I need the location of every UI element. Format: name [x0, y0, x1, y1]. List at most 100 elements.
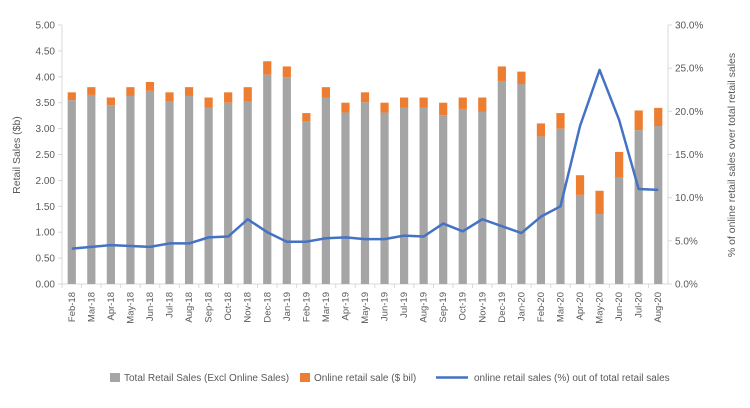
legend-swatch-total [110, 373, 120, 382]
bar-online-retail [341, 103, 349, 113]
bar-online-retail [68, 92, 76, 100]
bar-online-retail [420, 98, 428, 108]
bar-online-retail [439, 103, 447, 115]
bar-total-retail [205, 108, 213, 284]
bar-online-retail [263, 61, 271, 74]
x-tick-label: Jun-20 [614, 292, 625, 321]
x-tick-label: Jan-19 [282, 292, 293, 321]
bar-total-retail [341, 113, 349, 284]
bar-online-retail [537, 123, 545, 136]
x-tick-label: Dec-19 [497, 292, 508, 323]
x-tick-label: Dec-18 [262, 292, 273, 323]
y2-tick-label: 5.0% [675, 236, 698, 247]
bar-total-retail [165, 102, 173, 284]
bar-total-retail [439, 115, 447, 284]
bar-total-retail [185, 96, 193, 284]
bar-total-retail [126, 96, 134, 284]
bar-online-retail [361, 92, 369, 102]
legend-label-total: Total Retail Sales (Excl Online Sales) [124, 373, 289, 384]
bar-total-retail [615, 178, 623, 284]
bar-total-retail [68, 100, 76, 284]
y-tick-label: 0.50 [36, 254, 56, 265]
bar-total-retail [361, 102, 369, 284]
bar-online-retail [498, 66, 506, 81]
bar-online-retail [635, 110, 643, 130]
y2-tick-label: 30.0% [675, 21, 703, 32]
bar-total-retail [322, 98, 330, 284]
legend-swatch-online [300, 373, 310, 382]
y-tick-label: 1.00 [36, 228, 56, 239]
bar-total-retail [537, 136, 545, 284]
bar-total-retail [302, 121, 310, 284]
bar-total-retail [107, 105, 115, 284]
x-tick-label: Jun-19 [380, 292, 391, 321]
bar-total-retail [283, 77, 291, 284]
x-tick-label: Jun-18 [145, 292, 156, 321]
x-tick-label: Mar-19 [321, 292, 332, 322]
bar-online-retail [165, 92, 173, 101]
x-tick-label: Nov-19 [477, 292, 488, 323]
x-tick-label: Sep-19 [438, 292, 449, 323]
x-tick-label: Oct-19 [458, 292, 469, 321]
y-tick-label: 2.50 [36, 150, 56, 161]
y2-tick-label: 10.0% [675, 193, 703, 204]
x-tick-label: Mar-18 [86, 292, 97, 322]
bar-total-retail [498, 81, 506, 284]
y-tick-label: 5.00 [36, 21, 56, 32]
bar-online-retail [224, 92, 232, 102]
bar-online-retail [244, 87, 252, 102]
bar-online-retail [302, 113, 310, 121]
bar-online-retail [322, 87, 330, 97]
y2-tick-label: 25.0% [675, 64, 703, 75]
x-tick-label: Jan-20 [516, 292, 527, 321]
bar-online-retail [283, 66, 291, 77]
bar-total-retail [263, 75, 271, 284]
x-tick-label: Oct-18 [223, 292, 234, 321]
bar-online-retail [517, 72, 525, 84]
y-tick-label: 2.00 [36, 176, 56, 187]
bar-total-retail [478, 112, 486, 284]
y2-tick-label: 20.0% [675, 107, 703, 118]
x-tick-label: Apr-20 [575, 292, 586, 321]
bar-total-retail [517, 84, 525, 284]
bar-total-retail [244, 102, 252, 284]
bar-online-retail [478, 98, 486, 112]
y-tick-label: 1.50 [36, 202, 56, 213]
x-tick-label: Apr-19 [340, 292, 351, 321]
x-tick-label: Feb-20 [536, 292, 547, 322]
y2-axis-label: % of online retail sales over total reta… [726, 53, 738, 257]
bar-online-retail [400, 98, 408, 108]
bar-online-retail [654, 108, 662, 126]
x-tick-label: Jul-18 [165, 292, 176, 318]
bar-online-retail [380, 103, 388, 113]
bar-total-retail [420, 108, 428, 284]
bar-online-retail [107, 98, 115, 106]
bar-online-retail [556, 113, 564, 129]
bar-online-retail [459, 98, 467, 109]
y2-tick-label: 0.0% [675, 280, 698, 291]
bar-online-retail [185, 87, 193, 96]
bar-total-retail [87, 95, 95, 284]
y-tick-label: 3.00 [36, 124, 56, 135]
x-tick-label: Feb-19 [301, 292, 312, 322]
y-axis-label: Retail Sales ($b) [11, 116, 23, 194]
bar-total-retail [224, 103, 232, 284]
bar-total-retail [576, 195, 584, 284]
y-tick-label: 4.50 [36, 46, 56, 57]
x-tick-label: Apr-18 [106, 292, 117, 321]
bar-online-retail [146, 82, 154, 91]
bar-online-retail [615, 152, 623, 178]
bar-online-retail [205, 98, 213, 108]
bar-online-retail [576, 175, 584, 195]
bar-total-retail [400, 108, 408, 284]
x-tick-label: Feb-18 [67, 292, 78, 322]
bar-total-retail [459, 109, 467, 284]
legend: Total Retail Sales (Excl Online Sales) O… [110, 373, 670, 384]
y-tick-label: 0.00 [36, 280, 56, 291]
x-tick-label: Aug-18 [184, 292, 195, 323]
y2-tick-label: 15.0% [675, 150, 703, 161]
x-tick-label: Mar-20 [555, 292, 566, 322]
x-tick-label: Sep-18 [204, 292, 215, 323]
y-tick-label: 4.00 [36, 72, 56, 83]
